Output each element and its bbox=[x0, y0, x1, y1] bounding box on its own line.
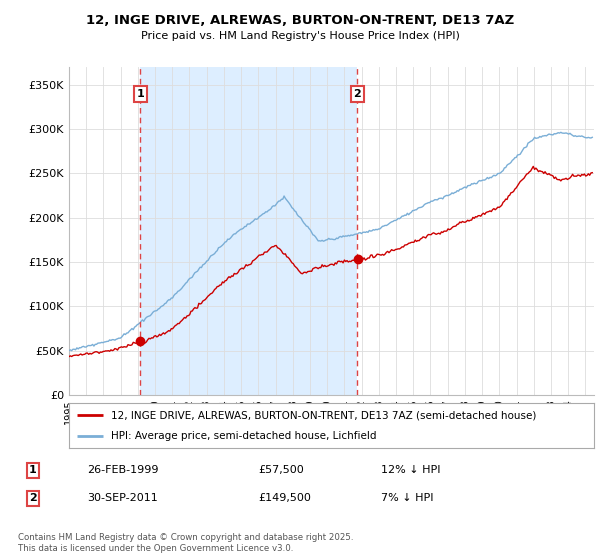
Text: 7% ↓ HPI: 7% ↓ HPI bbox=[381, 493, 433, 503]
Text: HPI: Average price, semi-detached house, Lichfield: HPI: Average price, semi-detached house,… bbox=[111, 431, 377, 441]
Text: 1: 1 bbox=[29, 465, 37, 475]
Text: 12, INGE DRIVE, ALREWAS, BURTON-ON-TRENT, DE13 7AZ: 12, INGE DRIVE, ALREWAS, BURTON-ON-TRENT… bbox=[86, 14, 514, 27]
Bar bbox=[140, 67, 358, 395]
Text: 12, INGE DRIVE, ALREWAS, BURTON-ON-TRENT, DE13 7AZ (semi-detached house): 12, INGE DRIVE, ALREWAS, BURTON-ON-TRENT… bbox=[111, 410, 536, 421]
Text: 30-SEP-2011: 30-SEP-2011 bbox=[87, 493, 158, 503]
Text: 12% ↓ HPI: 12% ↓ HPI bbox=[381, 465, 440, 475]
Text: £149,500: £149,500 bbox=[258, 493, 311, 503]
Text: £57,500: £57,500 bbox=[258, 465, 304, 475]
Text: 1: 1 bbox=[137, 89, 145, 99]
Text: 26-FEB-1999: 26-FEB-1999 bbox=[87, 465, 158, 475]
Text: 2: 2 bbox=[353, 89, 361, 99]
Text: 2: 2 bbox=[29, 493, 37, 503]
Text: Contains HM Land Registry data © Crown copyright and database right 2025.
This d: Contains HM Land Registry data © Crown c… bbox=[18, 533, 353, 553]
Text: Price paid vs. HM Land Registry's House Price Index (HPI): Price paid vs. HM Land Registry's House … bbox=[140, 31, 460, 41]
